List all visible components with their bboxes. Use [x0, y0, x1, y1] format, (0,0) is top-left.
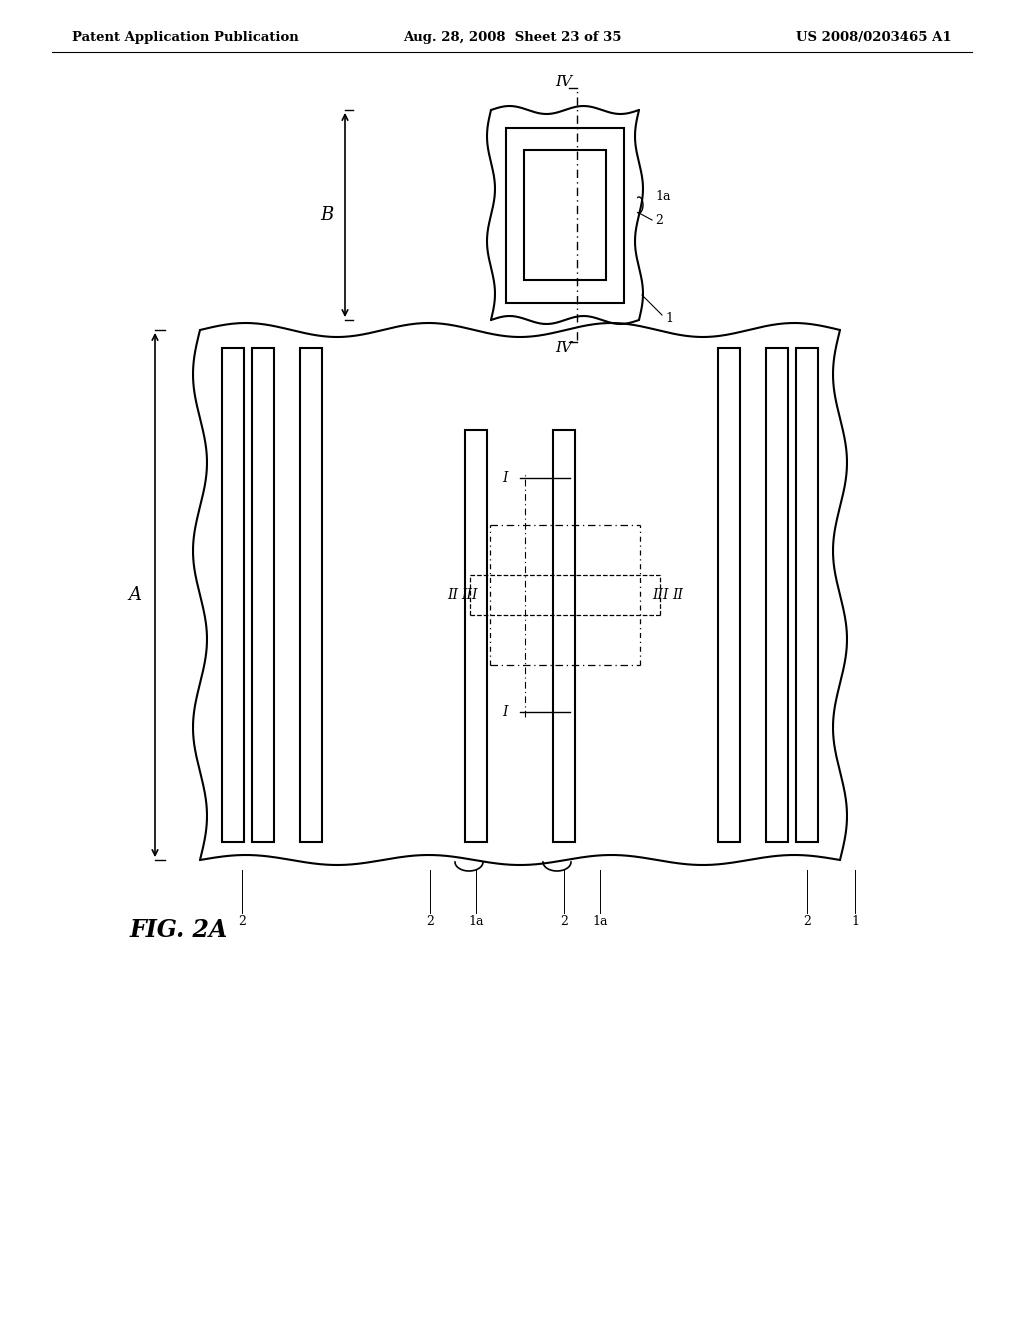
Text: III: III [652, 587, 669, 602]
Text: 1a: 1a [655, 190, 671, 203]
Bar [718, 348, 740, 842]
Text: I: I [502, 705, 508, 719]
Text: II: II [672, 587, 683, 602]
Text: III: III [462, 587, 478, 602]
Text: 1: 1 [665, 312, 673, 325]
Text: IV: IV [555, 75, 572, 88]
Text: 2: 2 [803, 915, 811, 928]
Text: 1: 1 [851, 915, 859, 928]
Bar [222, 348, 244, 842]
Bar [796, 348, 818, 842]
Bar [300, 348, 322, 842]
Text: 2: 2 [238, 915, 246, 928]
Text: II: II [447, 587, 458, 602]
Bar [252, 348, 274, 842]
Text: I: I [502, 471, 508, 484]
Text: US 2008/0203465 A1: US 2008/0203465 A1 [797, 30, 952, 44]
Bar [553, 430, 575, 842]
Text: A: A [128, 586, 141, 605]
Bar [506, 128, 624, 302]
Bar [465, 430, 487, 842]
Text: 1a: 1a [468, 915, 483, 928]
Text: 1a: 1a [592, 915, 608, 928]
Text: B: B [321, 206, 334, 224]
Bar [766, 348, 788, 842]
Text: 2: 2 [560, 915, 568, 928]
Bar [524, 150, 606, 280]
Text: Aug. 28, 2008  Sheet 23 of 35: Aug. 28, 2008 Sheet 23 of 35 [402, 30, 622, 44]
Text: FIG. 2A: FIG. 2A [130, 917, 228, 942]
Text: 2: 2 [655, 214, 663, 227]
Text: 2: 2 [426, 915, 434, 928]
Text: Patent Application Publication: Patent Application Publication [72, 30, 299, 44]
Text: IV: IV [555, 341, 572, 355]
